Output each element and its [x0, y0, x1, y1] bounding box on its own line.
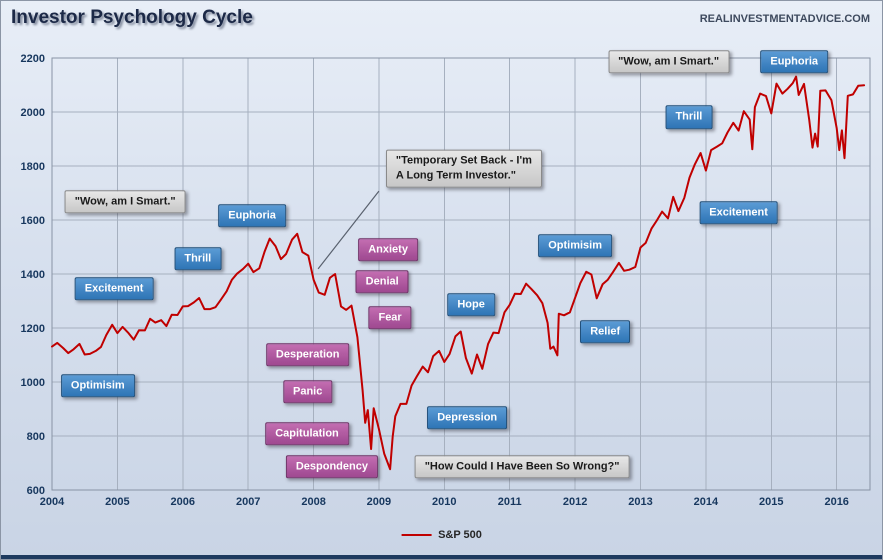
y-axis-tick-label: 1000	[21, 377, 45, 389]
legend-label: S&P 500	[438, 529, 482, 541]
y-axis-tick-label: 800	[27, 431, 45, 443]
x-axis-tick-label: 2014	[694, 496, 719, 508]
y-axis-tick-label: 600	[27, 485, 45, 497]
x-axis-tick-label: 2011	[498, 496, 522, 508]
x-axis-tick-label: 2005	[105, 496, 129, 508]
y-axis-tick-label: 1400	[21, 269, 45, 281]
watermark: REALINVESTMENTADVICE.COM	[699, 13, 870, 25]
y-axis-tick-label: 2000	[21, 107, 45, 119]
x-axis-tick-label: 2004	[40, 496, 65, 508]
y-axis-tick-label: 1800	[21, 161, 45, 173]
plot-border	[51, 57, 871, 491]
x-axis-tick-label: 2007	[236, 496, 260, 508]
sp500-series-line	[51, 75, 866, 471]
x-axis-tick-label: 2008	[301, 496, 325, 508]
page-title: Investor Psychology Cycle	[11, 7, 253, 28]
x-axis-tick-label: 2012	[563, 496, 587, 508]
y-axis-tick-label: 1200	[21, 323, 45, 335]
y-axis-tick-label: 2200	[21, 53, 45, 65]
bottom-border-strip	[1, 555, 882, 559]
x-axis-tick-label: 2015	[759, 496, 783, 508]
x-axis-tick-label: 2013	[628, 496, 652, 508]
x-axis-tick-label: 2006	[171, 496, 195, 508]
y-axis-tick-label: 1600	[21, 215, 45, 227]
x-axis-tick-label: 2010	[432, 496, 456, 508]
x-axis-tick-label: 2009	[367, 496, 391, 508]
annotation-connector-line	[317, 190, 380, 270]
legend: S&P 500	[401, 529, 482, 541]
legend-line-swatch	[401, 534, 432, 536]
x-axis-tick-label: 2016	[824, 496, 848, 508]
